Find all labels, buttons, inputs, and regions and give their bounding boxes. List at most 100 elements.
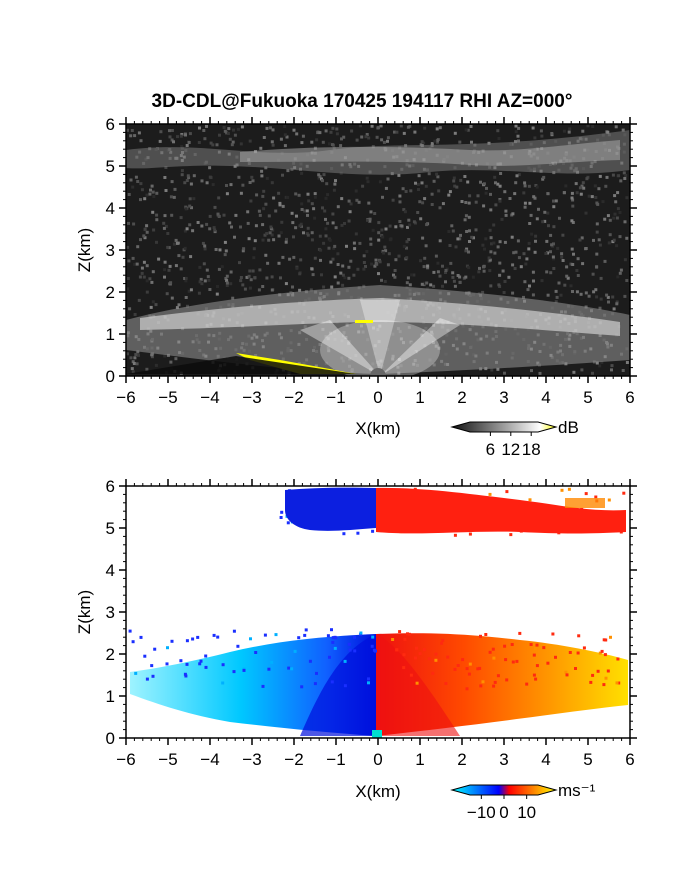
- noise-pixel: [563, 283, 567, 287]
- noise-pixel: [173, 187, 177, 191]
- noise-pixel: [196, 221, 200, 224]
- velocity-pixel: [150, 664, 154, 668]
- y-tick-label: 2: [106, 283, 115, 302]
- noise-pixel: [262, 207, 266, 211]
- noise-pixel: [546, 251, 549, 255]
- aerosol-layer: [126, 285, 630, 380]
- noise-pixel: [272, 238, 276, 242]
- colorbar-tick-label: 12: [501, 440, 520, 459]
- colorbar-tick-label: −10: [467, 803, 496, 822]
- velocity-pixel: [565, 673, 569, 677]
- noise-pixel: [406, 276, 410, 280]
- noise-pixel: [184, 133, 187, 137]
- velocity-pixel: [496, 674, 500, 678]
- velocity-pixel: [465, 667, 469, 671]
- velocity-pixel: [216, 635, 220, 639]
- noise-pixel: [568, 127, 572, 131]
- noise-pixel: [298, 224, 302, 228]
- noise-pixel: [380, 278, 383, 282]
- noise-pixel: [596, 202, 600, 206]
- noise-pixel: [511, 263, 515, 267]
- velocity-pixel: [221, 663, 225, 667]
- noise-pixel: [128, 307, 132, 311]
- noise-pixel: [549, 233, 553, 237]
- velocity-pixel: [391, 638, 395, 641]
- x-tick-label: −2: [284, 388, 303, 407]
- noise-pixel: [622, 171, 626, 175]
- noise-pixel: [419, 217, 423, 221]
- noise-pixel: [406, 125, 410, 129]
- noise-pixel: [149, 188, 152, 192]
- noise-pixel: [377, 221, 381, 225]
- noise-pixel: [177, 303, 181, 307]
- noise-pixel: [502, 291, 506, 294]
- noise-pixel: [464, 249, 468, 253]
- velocity-pixel: [371, 635, 375, 639]
- noise-pixel: [206, 275, 210, 279]
- noise-pixel: [523, 181, 527, 185]
- noise-pixel: [131, 370, 135, 374]
- noise-pixel: [382, 251, 386, 255]
- noise-pixel: [181, 255, 185, 259]
- noise-pixel: [463, 175, 467, 178]
- velocity-pixel: [395, 648, 399, 652]
- noise-pixel: [239, 142, 243, 146]
- y-tick-label: 2: [106, 645, 115, 664]
- noise-pixel: [137, 131, 141, 135]
- noise-pixel: [511, 212, 515, 216]
- noise-pixel: [412, 273, 416, 277]
- noise-pixel: [503, 280, 507, 283]
- noise-pixel: [284, 240, 288, 244]
- noise-pixel: [188, 197, 192, 201]
- velocity-pixel: [297, 636, 301, 640]
- noise-pixel: [176, 241, 180, 245]
- noise-pixel: [203, 137, 207, 141]
- noise-pixel: [169, 360, 173, 364]
- noise-pixel: [198, 280, 202, 284]
- noise-pixel: [225, 284, 229, 287]
- noise-pixel: [593, 184, 597, 188]
- noise-pixel: [189, 182, 193, 186]
- noise-pixel: [409, 189, 413, 193]
- noise-pixel: [492, 223, 496, 227]
- noise-pixel: [613, 212, 617, 216]
- noise-pixel: [162, 226, 166, 230]
- noise-pixel: [348, 210, 352, 214]
- velocity-pixel: [515, 659, 519, 663]
- noise-pixel: [447, 193, 451, 197]
- noise-pixel: [494, 181, 497, 185]
- noise-pixel: [295, 214, 298, 218]
- noise-pixel: [421, 236, 425, 240]
- noise-pixel: [277, 234, 281, 238]
- noise-pixel: [533, 136, 537, 140]
- noise-pixel: [313, 256, 317, 260]
- velocity-pixel: [330, 680, 334, 684]
- noise-pixel: [451, 229, 455, 233]
- noise-pixel: [546, 293, 550, 297]
- noise-pixel: [126, 287, 130, 291]
- noise-pixel: [586, 124, 590, 128]
- noise-pixel: [336, 205, 340, 209]
- noise-pixel: [131, 185, 135, 189]
- noise-pixel: [623, 294, 627, 298]
- noise-pixel: [170, 296, 174, 300]
- noise-pixel: [208, 288, 212, 291]
- velocity-pixel: [367, 681, 370, 685]
- noise-pixel: [534, 184, 538, 187]
- noise-pixel: [515, 174, 519, 178]
- velocity-pixel: [594, 495, 598, 499]
- noise-pixel: [281, 173, 284, 177]
- x-tick-label: −5: [158, 388, 177, 407]
- noise-pixel: [498, 240, 502, 244]
- noise-pixel: [590, 195, 594, 199]
- noise-pixel: [317, 173, 321, 177]
- noise-pixel: [347, 276, 351, 280]
- noise-pixel: [533, 250, 537, 254]
- noise-pixel: [558, 216, 561, 220]
- noise-pixel: [205, 124, 208, 128]
- noise-pixel: [571, 263, 575, 266]
- noise-pixel: [451, 275, 455, 279]
- noise-pixel: [170, 129, 174, 132]
- noise-pixel: [214, 248, 218, 251]
- velocity-pixel: [185, 639, 189, 643]
